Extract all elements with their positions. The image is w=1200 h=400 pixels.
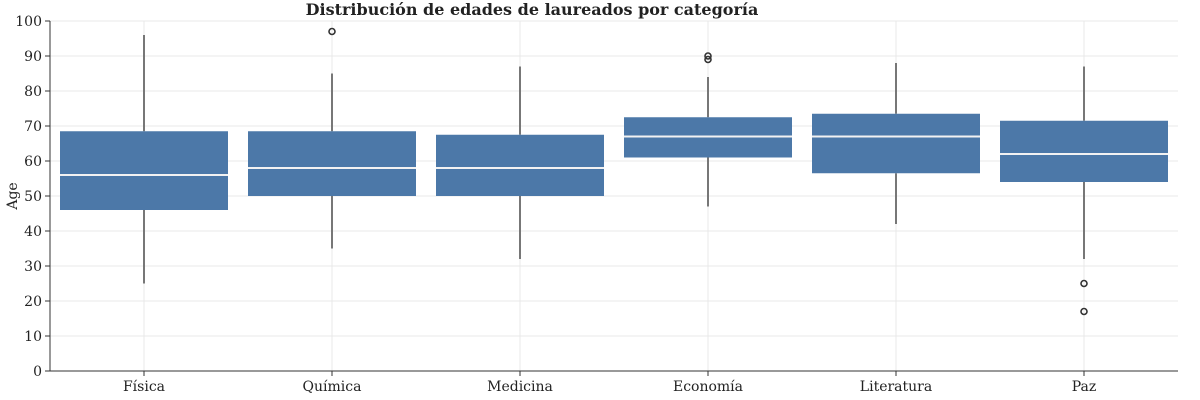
- y-tick-label-30: 30: [24, 259, 42, 275]
- y-tick-label-100: 100: [15, 14, 42, 30]
- x-tick-label-Medicina: Medicina: [487, 379, 553, 395]
- box-iqr: [1000, 120, 1168, 182]
- y-tick-label-90: 90: [24, 49, 42, 65]
- y-tick-label-70: 70: [24, 119, 42, 135]
- box-Literatura: [812, 63, 980, 224]
- x-axis-ticks: Física Química Medicina Economía Literatura P…: [123, 371, 1096, 395]
- outlier-point-1: [704, 52, 712, 60]
- y-tick-label-20: 20: [24, 294, 42, 310]
- outlier-point-0: [704, 55, 712, 64]
- y-axis-ticks: 0 10 20 30 40 50 60 70 80 90 100: [15, 14, 50, 380]
- x-tick-label-Literatura: Literatura: [860, 379, 932, 395]
- y-axis-label: Age: [5, 182, 21, 210]
- x-tick-label-Paz: Paz: [1072, 379, 1097, 395]
- box-Física: [60, 35, 228, 284]
- y-tick-label-60: 60: [24, 154, 42, 170]
- box-iqr: [248, 131, 416, 196]
- box-Química: [248, 27, 416, 249]
- y-tick-label-40: 40: [24, 224, 42, 240]
- box-Medicina: [436, 66, 604, 259]
- box-Paz: [1000, 66, 1168, 316]
- box-iqr: [60, 131, 228, 210]
- y-tick-label-10: 10: [24, 329, 42, 345]
- outlier-point-0: [328, 27, 336, 36]
- y-tick-label-80: 80: [24, 84, 42, 100]
- box-iqr: [812, 113, 980, 174]
- x-tick-label-Química: Química: [303, 379, 362, 395]
- x-tick-label-Economía: Economía: [673, 379, 743, 395]
- y-tick-label-50: 50: [24, 189, 42, 205]
- chart-title: Distribución de edades de laureados por …: [306, 0, 759, 19]
- box-Economía: [624, 52, 792, 207]
- y-tick-label-0: 0: [33, 364, 42, 380]
- outlier-point-1: [1080, 307, 1088, 316]
- box-series: [60, 27, 1168, 316]
- box-iqr: [436, 134, 604, 196]
- outlier-point-0: [1080, 279, 1088, 288]
- x-tick-label-Física: Física: [123, 379, 165, 395]
